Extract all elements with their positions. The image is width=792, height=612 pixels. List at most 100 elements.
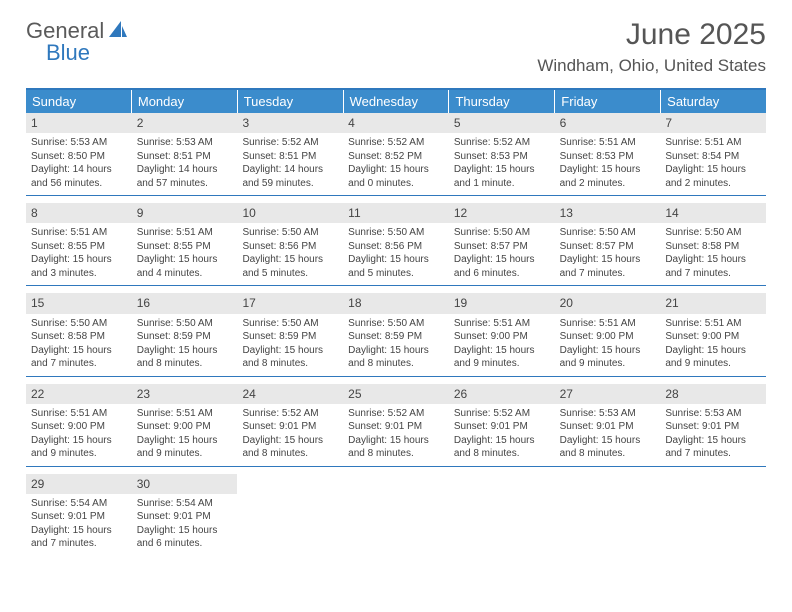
day-body: Sunrise: 5:50 AMSunset: 8:59 PMDaylight:… (132, 314, 238, 376)
sunrise-line: Sunrise: 5:52 AM (348, 136, 444, 150)
day-body (555, 478, 661, 486)
weekday-header-row: SundayMondayTuesdayWednesdayThursdayFrid… (26, 90, 766, 113)
day-cell: 17Sunrise: 5:50 AMSunset: 8:59 PMDayligh… (237, 293, 343, 375)
day-number: 21 (660, 293, 766, 313)
day-cell: 3Sunrise: 5:52 AMSunset: 8:51 PMDaylight… (237, 113, 343, 195)
sunset-line: Sunset: 8:56 PM (242, 240, 338, 254)
week-row: 29Sunrise: 5:54 AMSunset: 9:01 PMDayligh… (26, 474, 766, 556)
day-number: 9 (132, 203, 238, 223)
daylight-line: Daylight: 14 hours and 59 minutes. (242, 163, 338, 190)
day-number: 4 (343, 113, 449, 133)
sunrise-line: Sunrise: 5:52 AM (454, 407, 550, 421)
day-number: 6 (555, 113, 661, 133)
day-body: Sunrise: 5:54 AMSunset: 9:01 PMDaylight:… (26, 494, 132, 556)
day-body: Sunrise: 5:50 AMSunset: 8:57 PMDaylight:… (449, 223, 555, 285)
daylight-line: Daylight: 15 hours and 9 minutes. (560, 344, 656, 371)
sunset-line: Sunset: 8:53 PM (560, 150, 656, 164)
weekday-header: Friday (555, 90, 661, 113)
day-number: 11 (343, 203, 449, 223)
day-number: 15 (26, 293, 132, 313)
daylight-line: Daylight: 15 hours and 1 minute. (454, 163, 550, 190)
daylight-line: Daylight: 15 hours and 6 minutes. (137, 524, 233, 551)
day-cell: 23Sunrise: 5:51 AMSunset: 9:00 PMDayligh… (132, 384, 238, 466)
daylight-line: Daylight: 15 hours and 8 minutes. (454, 434, 550, 461)
day-cell (449, 474, 555, 556)
day-body: Sunrise: 5:51 AMSunset: 9:00 PMDaylight:… (26, 404, 132, 466)
daylight-line: Daylight: 15 hours and 8 minutes. (560, 434, 656, 461)
day-cell: 1Sunrise: 5:53 AMSunset: 8:50 PMDaylight… (26, 113, 132, 195)
day-body: Sunrise: 5:51 AMSunset: 9:00 PMDaylight:… (449, 314, 555, 376)
daylight-line: Daylight: 14 hours and 56 minutes. (31, 163, 127, 190)
daylight-line: Daylight: 15 hours and 7 minutes. (665, 434, 761, 461)
sunset-line: Sunset: 9:01 PM (137, 510, 233, 524)
day-cell: 26Sunrise: 5:52 AMSunset: 9:01 PMDayligh… (449, 384, 555, 466)
sunset-line: Sunset: 9:01 PM (560, 420, 656, 434)
day-body: Sunrise: 5:52 AMSunset: 8:53 PMDaylight:… (449, 133, 555, 195)
daylight-line: Daylight: 15 hours and 9 minutes. (31, 434, 127, 461)
logo: General Blue (26, 18, 130, 44)
sunrise-line: Sunrise: 5:50 AM (560, 226, 656, 240)
sunrise-line: Sunrise: 5:50 AM (348, 317, 444, 331)
day-cell: 28Sunrise: 5:53 AMSunset: 9:01 PMDayligh… (660, 384, 766, 466)
day-body: Sunrise: 5:53 AMSunset: 9:01 PMDaylight:… (555, 404, 661, 466)
sunrise-line: Sunrise: 5:54 AM (137, 497, 233, 511)
sunrise-line: Sunrise: 5:50 AM (137, 317, 233, 331)
location-subtitle: Windham, Ohio, United States (537, 56, 766, 76)
sunrise-line: Sunrise: 5:51 AM (137, 407, 233, 421)
sunrise-line: Sunrise: 5:53 AM (665, 407, 761, 421)
daylight-line: Daylight: 15 hours and 8 minutes. (242, 344, 338, 371)
day-cell: 5Sunrise: 5:52 AMSunset: 8:53 PMDaylight… (449, 113, 555, 195)
sunrise-line: Sunrise: 5:51 AM (560, 317, 656, 331)
daylight-line: Daylight: 15 hours and 5 minutes. (242, 253, 338, 280)
week-row: 15Sunrise: 5:50 AMSunset: 8:58 PMDayligh… (26, 293, 766, 376)
day-body (660, 478, 766, 486)
sunrise-line: Sunrise: 5:50 AM (665, 226, 761, 240)
day-number: 30 (132, 474, 238, 494)
day-cell: 4Sunrise: 5:52 AMSunset: 8:52 PMDaylight… (343, 113, 449, 195)
day-body: Sunrise: 5:50 AMSunset: 8:57 PMDaylight:… (555, 223, 661, 285)
daylight-line: Daylight: 15 hours and 2 minutes. (665, 163, 761, 190)
sunset-line: Sunset: 8:52 PM (348, 150, 444, 164)
weekday-header: Sunday (26, 90, 132, 113)
day-number: 1 (26, 113, 132, 133)
day-cell: 20Sunrise: 5:51 AMSunset: 9:00 PMDayligh… (555, 293, 661, 375)
daylight-line: Daylight: 15 hours and 8 minutes. (242, 434, 338, 461)
week-row: 22Sunrise: 5:51 AMSunset: 9:00 PMDayligh… (26, 384, 766, 467)
sunrise-line: Sunrise: 5:54 AM (31, 497, 127, 511)
sunrise-line: Sunrise: 5:51 AM (31, 226, 127, 240)
day-body (343, 478, 449, 486)
day-cell: 25Sunrise: 5:52 AMSunset: 9:01 PMDayligh… (343, 384, 449, 466)
sunset-line: Sunset: 9:00 PM (137, 420, 233, 434)
day-body (449, 478, 555, 486)
day-body: Sunrise: 5:52 AMSunset: 9:01 PMDaylight:… (449, 404, 555, 466)
day-cell: 7Sunrise: 5:51 AMSunset: 8:54 PMDaylight… (660, 113, 766, 195)
sunset-line: Sunset: 8:59 PM (242, 330, 338, 344)
sunset-line: Sunset: 9:00 PM (665, 330, 761, 344)
sunset-line: Sunset: 8:58 PM (665, 240, 761, 254)
day-body: Sunrise: 5:50 AMSunset: 8:56 PMDaylight:… (343, 223, 449, 285)
day-cell: 6Sunrise: 5:51 AMSunset: 8:53 PMDaylight… (555, 113, 661, 195)
sunset-line: Sunset: 8:54 PM (665, 150, 761, 164)
day-body: Sunrise: 5:53 AMSunset: 8:50 PMDaylight:… (26, 133, 132, 195)
sunset-line: Sunset: 9:00 PM (560, 330, 656, 344)
weekday-header: Monday (132, 90, 238, 113)
day-body: Sunrise: 5:50 AMSunset: 8:59 PMDaylight:… (237, 314, 343, 376)
sunrise-line: Sunrise: 5:53 AM (31, 136, 127, 150)
day-cell: 11Sunrise: 5:50 AMSunset: 8:56 PMDayligh… (343, 203, 449, 285)
calendar: SundayMondayTuesdayWednesdayThursdayFrid… (26, 88, 766, 556)
sunset-line: Sunset: 9:00 PM (454, 330, 550, 344)
sunset-line: Sunset: 8:51 PM (242, 150, 338, 164)
day-number: 2 (132, 113, 238, 133)
day-body: Sunrise: 5:51 AMSunset: 8:53 PMDaylight:… (555, 133, 661, 195)
weekday-header: Wednesday (344, 90, 450, 113)
daylight-line: Daylight: 15 hours and 7 minutes. (665, 253, 761, 280)
day-number: 13 (555, 203, 661, 223)
day-body: Sunrise: 5:51 AMSunset: 8:55 PMDaylight:… (26, 223, 132, 285)
daylight-line: Daylight: 15 hours and 2 minutes. (560, 163, 656, 190)
day-cell: 13Sunrise: 5:50 AMSunset: 8:57 PMDayligh… (555, 203, 661, 285)
sunset-line: Sunset: 9:01 PM (31, 510, 127, 524)
weekday-header: Tuesday (238, 90, 344, 113)
week-row: 8Sunrise: 5:51 AMSunset: 8:55 PMDaylight… (26, 203, 766, 286)
daylight-line: Daylight: 14 hours and 57 minutes. (137, 163, 233, 190)
sunrise-line: Sunrise: 5:50 AM (242, 226, 338, 240)
